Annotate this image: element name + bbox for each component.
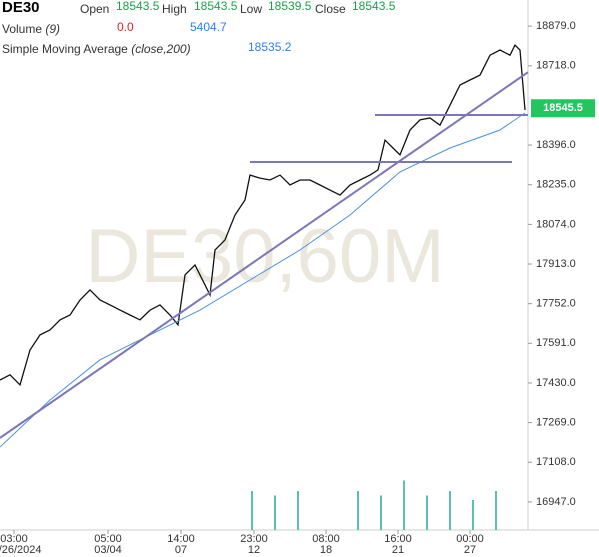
param: (9) bbox=[45, 22, 60, 36]
label: Open bbox=[80, 2, 109, 16]
y-tick-label: 17430.0 bbox=[536, 377, 576, 389]
volume-bar bbox=[472, 500, 474, 530]
volume-bar bbox=[403, 480, 405, 530]
label: Volume bbox=[2, 22, 42, 36]
volume-bar bbox=[274, 495, 276, 530]
x-tick-label: 23:00 bbox=[240, 533, 268, 545]
trend-line bbox=[0, 71, 529, 439]
y-tick-label: 17269.0 bbox=[536, 417, 576, 429]
x-date-label: 12 bbox=[248, 544, 260, 556]
volume-bar bbox=[449, 491, 451, 530]
y-tick-label: 17591.0 bbox=[536, 337, 576, 349]
label: Simple Moving Average (close,200) bbox=[2, 42, 191, 56]
value: 5404.7 bbox=[190, 20, 227, 34]
plot bbox=[0, 44, 529, 530]
watermark: DE30,60M bbox=[85, 214, 444, 299]
label: Close bbox=[315, 2, 346, 16]
x-tick-label: 08:00 bbox=[312, 533, 340, 545]
value: 18539.5 bbox=[268, 0, 312, 13]
label: Volume (9) bbox=[2, 22, 60, 36]
volume-bar bbox=[357, 491, 359, 530]
price-tag-label: 18545.5 bbox=[543, 102, 583, 114]
y-tick-label: 17108.0 bbox=[536, 456, 576, 468]
value: 18543.5 bbox=[116, 0, 160, 13]
x-tick-label: 03:00 bbox=[0, 533, 28, 545]
x-date-label: 07 bbox=[175, 544, 187, 556]
label: Simple Moving Average bbox=[2, 42, 128, 56]
x-date-label: 27 bbox=[464, 544, 476, 556]
volume-bar bbox=[380, 495, 382, 530]
y-tick-label: 17752.0 bbox=[536, 298, 576, 310]
symbol: DE30 bbox=[2, 0, 40, 16]
volume-bar bbox=[495, 491, 497, 530]
x-date-label: 21 bbox=[392, 544, 404, 556]
x-date-label: 18 bbox=[320, 544, 332, 556]
x-tick-label: 05:00 bbox=[94, 533, 122, 545]
label: High bbox=[162, 2, 187, 16]
y-tick-label: 18718.0 bbox=[536, 60, 576, 72]
x-date-label: 03/04 bbox=[94, 544, 122, 556]
volume-bar bbox=[426, 495, 428, 530]
x-date-label: 02/26/2024 bbox=[0, 544, 42, 556]
y-tick-label: 18074.0 bbox=[536, 218, 576, 230]
value: 18535.2 bbox=[248, 40, 292, 54]
x-tick-label: 00:00 bbox=[456, 533, 484, 545]
price-tag bbox=[531, 99, 595, 118]
value: 18543.5 bbox=[194, 0, 238, 13]
volume-bar bbox=[251, 491, 253, 530]
x-tick-label: 16:00 bbox=[384, 533, 412, 545]
volume-bar bbox=[297, 491, 299, 530]
label: Low bbox=[240, 2, 262, 16]
x-tick-label: 14:00 bbox=[167, 533, 195, 545]
y-tick-label: 18235.0 bbox=[536, 179, 576, 191]
value: 18543.5 bbox=[352, 0, 396, 13]
y-tick-label: 17913.0 bbox=[536, 258, 576, 270]
y-tick-label: 18396.0 bbox=[536, 139, 576, 151]
y-tick-label: 18879.0 bbox=[536, 20, 576, 32]
y-tick-label: 16947.0 bbox=[536, 496, 576, 508]
series-line bbox=[0, 112, 526, 448]
param: (close,200) bbox=[131, 42, 190, 56]
value: 0.0 bbox=[117, 20, 134, 34]
